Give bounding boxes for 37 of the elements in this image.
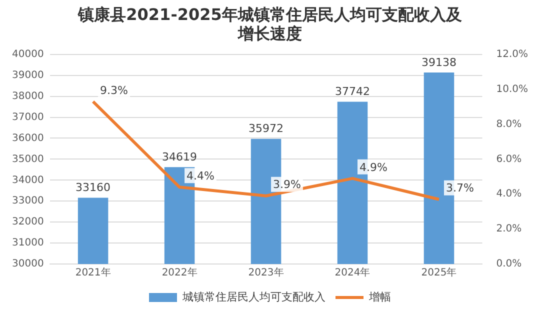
text: 增长速度 bbox=[238, 24, 302, 43]
x-tick-label: 2023年 bbox=[248, 266, 284, 279]
y-tick-label: 39000 bbox=[12, 70, 44, 81]
data-label: 37742 bbox=[335, 85, 370, 98]
data-label: 9.3% bbox=[100, 84, 128, 97]
x-tick-label: 2024年 bbox=[334, 266, 370, 279]
y-tick-label: 40000 bbox=[12, 48, 44, 60]
x-tick-label: 2022年 bbox=[162, 266, 198, 279]
y-tick-label: 36000 bbox=[12, 132, 44, 144]
y-tick-label: 33000 bbox=[12, 196, 44, 207]
x-tick-label: 2021年 bbox=[75, 266, 111, 279]
data-label: 34619 bbox=[162, 150, 198, 164]
y-tick-label: 31000 bbox=[12, 238, 44, 249]
y2-tick-label: 10.0% bbox=[496, 84, 528, 95]
data-label: 35972 bbox=[248, 122, 284, 136]
text: 镇康县2021-2025年城镇常住居民人均可支配收入及 bbox=[78, 4, 462, 24]
y2-tick-label: 4.0% bbox=[496, 188, 522, 200]
legend-label: 增幅 bbox=[368, 290, 391, 304]
data-label: 3.9% bbox=[273, 178, 301, 192]
y2-tick-label: 8.0% bbox=[496, 118, 522, 130]
y-tick-label: 34000 bbox=[12, 174, 44, 186]
data-label: 39138 bbox=[421, 56, 456, 69]
x-tick-label: 2025年 bbox=[421, 266, 457, 279]
y-tick-label: 37000 bbox=[12, 112, 44, 123]
data-label: 33160 bbox=[76, 181, 111, 194]
y2-tick-label: 6.0% bbox=[496, 154, 522, 165]
legend-label: 城镇常住居民人均可支配收入 bbox=[182, 290, 326, 304]
y-tick-label: 35000 bbox=[12, 154, 44, 165]
data-label: 4.4% bbox=[186, 170, 214, 183]
y2-tick-label: 12.0% bbox=[496, 48, 528, 60]
y2-tick-label: 2.0% bbox=[496, 224, 522, 235]
y-tick-label: 30000 bbox=[12, 258, 44, 270]
data-label: 3.7% bbox=[446, 182, 474, 195]
y-tick-label: 38000 bbox=[12, 90, 44, 102]
y-tick-label: 32000 bbox=[12, 216, 44, 228]
y2-tick-label: 0.0% bbox=[496, 258, 522, 270]
data-label: 4.9% bbox=[360, 160, 388, 174]
